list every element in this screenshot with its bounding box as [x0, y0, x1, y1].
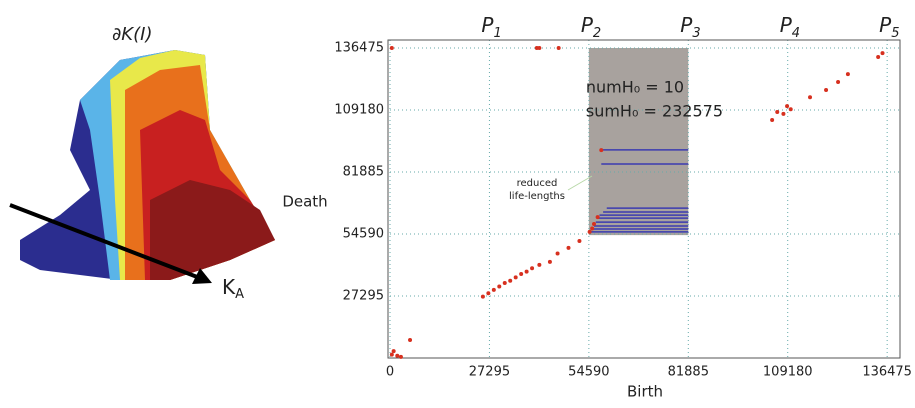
- x-tick-label: 27295: [469, 365, 510, 380]
- point: [508, 278, 513, 283]
- highlight-region: [588, 48, 689, 236]
- x-tick-label: 109180: [763, 365, 813, 380]
- marker-sub: 2: [593, 26, 601, 41]
- marker-base: P: [780, 13, 793, 37]
- illustration-title: ∂K(I): [112, 24, 152, 45]
- y-tick-label: 54590: [343, 227, 384, 242]
- x-tick-label: 136475: [862, 365, 912, 380]
- x-tick-label: 54590: [568, 365, 609, 380]
- point: [587, 229, 592, 234]
- stat-label: sumH₀ = 232575: [586, 102, 723, 121]
- marker-base: P: [680, 13, 693, 37]
- point: [808, 95, 813, 100]
- point: [389, 46, 394, 51]
- x-tick-label: 81885: [668, 365, 709, 380]
- point: [788, 107, 793, 112]
- point: [785, 104, 790, 109]
- point: [486, 291, 491, 296]
- point: [530, 266, 535, 271]
- axis-label: KA: [222, 275, 244, 302]
- y-tick-label: 136475: [334, 41, 384, 56]
- arrow: [9, 203, 206, 282]
- point: [845, 72, 850, 77]
- marker-sub: 5: [891, 26, 899, 41]
- point: [395, 353, 400, 358]
- point: [408, 338, 413, 343]
- point: [781, 111, 786, 116]
- point: [590, 226, 595, 231]
- y-tick-label: 81885: [343, 165, 384, 180]
- marker-sub: 3: [692, 26, 700, 41]
- point: [547, 259, 552, 264]
- label-base: K: [222, 275, 236, 299]
- illustration: ∂K(I) KA: [9, 24, 275, 302]
- annotation-leader: [567, 175, 593, 191]
- point: [836, 80, 841, 85]
- marker-base: P: [581, 13, 594, 37]
- y-tick-label: 109180: [334, 103, 384, 118]
- point: [880, 51, 885, 56]
- x-axis-label: Birth: [627, 383, 663, 401]
- x-tick-label: 0: [386, 365, 394, 380]
- marker-label: P5: [879, 13, 899, 41]
- point: [497, 284, 502, 289]
- marker-label: P1: [481, 13, 501, 41]
- point: [519, 271, 524, 276]
- point: [537, 46, 542, 51]
- label-sub: A: [235, 287, 244, 302]
- point: [775, 110, 780, 115]
- surface: [150, 180, 275, 280]
- marker-label: P2: [581, 13, 601, 41]
- point: [770, 117, 775, 122]
- point: [577, 239, 582, 244]
- point: [513, 275, 518, 280]
- marker-base: P: [879, 13, 892, 37]
- stat-label: numH₀ = 10: [586, 78, 684, 97]
- point: [592, 221, 596, 226]
- point: [398, 354, 403, 359]
- marker-base: P: [481, 13, 494, 37]
- point: [595, 215, 600, 220]
- marker-sub: 4: [792, 26, 800, 41]
- point: [537, 262, 542, 267]
- point: [480, 294, 485, 299]
- point: [502, 281, 507, 286]
- point: [566, 245, 571, 250]
- point: [389, 352, 394, 357]
- point: [391, 349, 396, 354]
- y-axis-label: Death: [282, 193, 327, 211]
- plot-frame: [387, 39, 901, 359]
- point: [876, 55, 881, 60]
- point: [556, 46, 561, 51]
- chart: 27295 54590 81885 109180 136475 0 27295 54590 81…: [282, 13, 912, 401]
- annotation: reduced: [517, 178, 558, 189]
- point: [824, 87, 829, 92]
- point: [491, 287, 496, 292]
- marker-label: P3: [680, 13, 700, 41]
- point: [599, 148, 604, 153]
- point: [555, 251, 560, 256]
- point: [524, 269, 529, 274]
- arrow-head: [192, 268, 212, 284]
- marker-label: P4: [780, 13, 800, 41]
- marker-sub: 1: [493, 26, 501, 41]
- annotation: life-lengths: [509, 191, 565, 202]
- y-tick-label: 27295: [343, 289, 384, 304]
